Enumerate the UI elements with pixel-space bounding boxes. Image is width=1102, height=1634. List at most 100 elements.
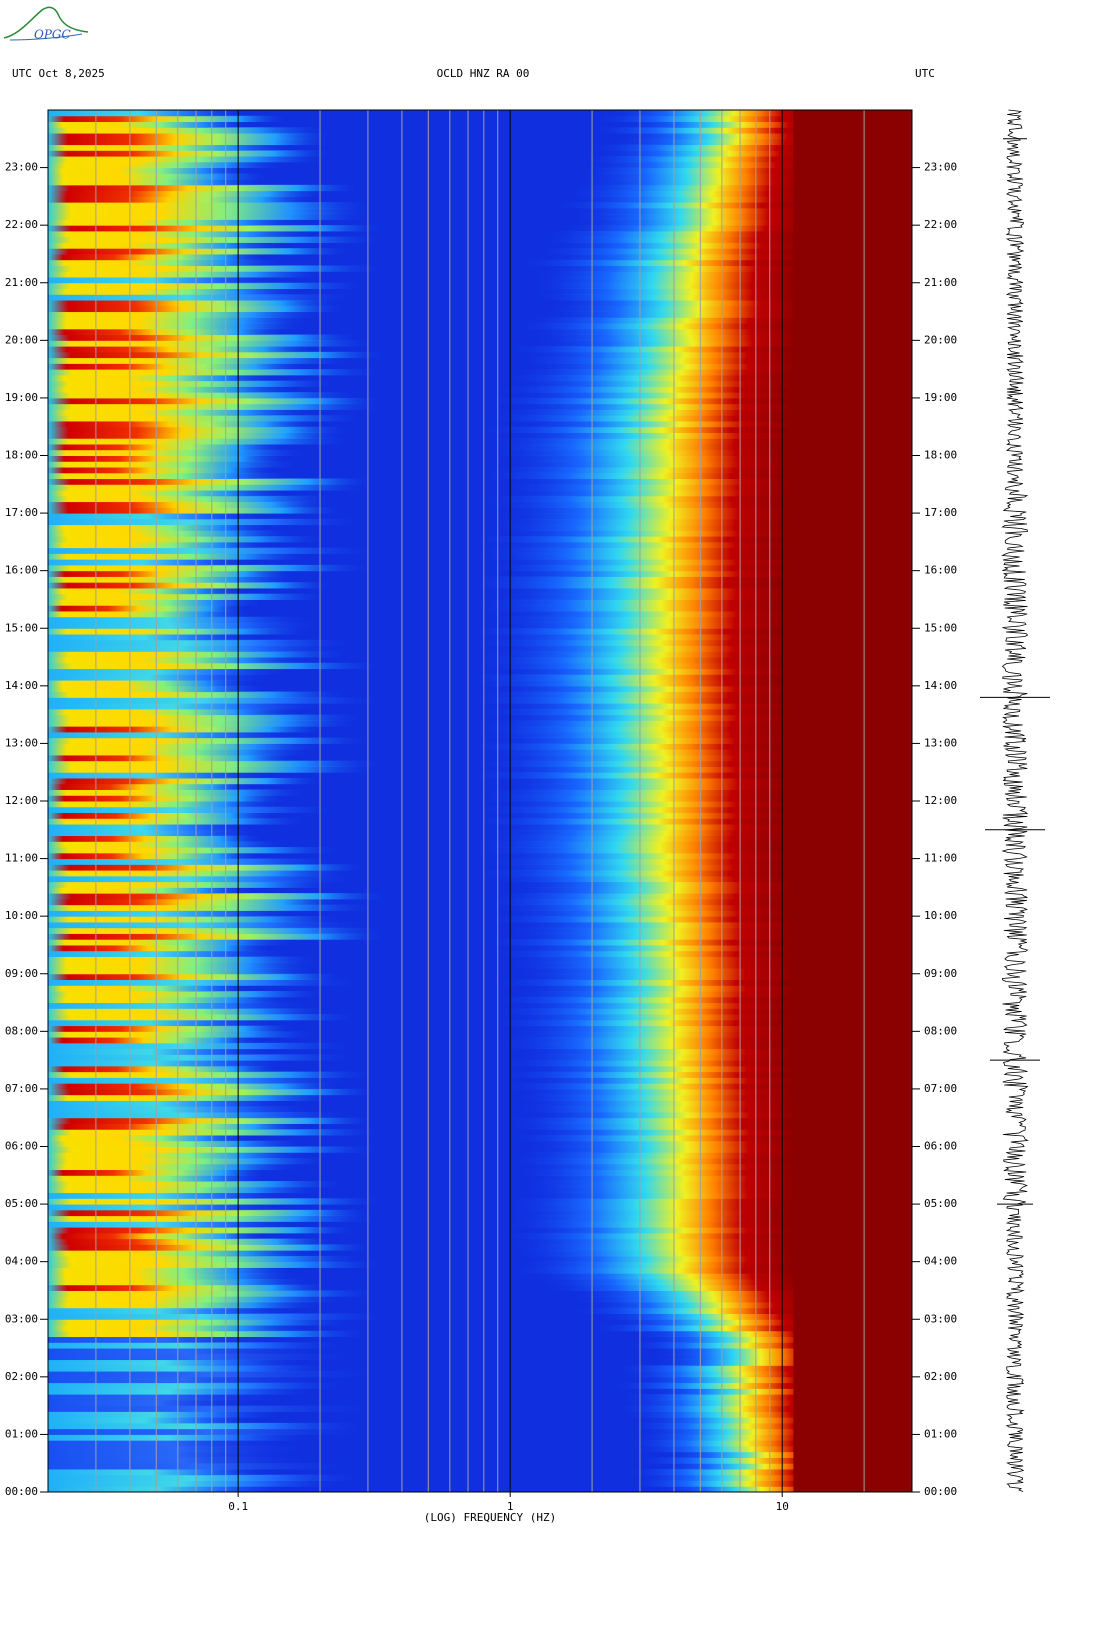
texture — [48, 1440, 293, 1447]
texture — [48, 576, 296, 583]
texture — [640, 1336, 912, 1343]
texture — [520, 259, 912, 266]
texture — [48, 1244, 373, 1251]
texture — [48, 1014, 358, 1021]
texture — [571, 1296, 912, 1303]
texture — [480, 795, 912, 802]
texture — [48, 1031, 315, 1038]
texture — [502, 1060, 912, 1067]
texture — [48, 818, 306, 825]
texture — [471, 680, 912, 687]
texture — [48, 202, 373, 209]
y-tick-label: 19:00 — [924, 391, 957, 404]
texture — [48, 1083, 340, 1090]
texture — [645, 1388, 912, 1395]
texture — [48, 1382, 346, 1389]
texture — [48, 374, 277, 382]
texture — [48, 749, 312, 756]
y-tick-label: 13:00 — [924, 736, 957, 749]
texture — [483, 858, 912, 865]
texture — [48, 1042, 356, 1050]
texture — [497, 409, 912, 416]
texture — [48, 1002, 310, 1009]
texture — [48, 1250, 315, 1257]
texture — [48, 939, 294, 946]
texture — [477, 847, 912, 854]
texture — [537, 248, 912, 255]
texture — [500, 910, 912, 917]
texture — [505, 432, 912, 439]
logo: OPGC — [3, 6, 89, 42]
texture — [492, 518, 912, 526]
texture — [506, 887, 912, 894]
texture — [48, 380, 337, 387]
texture — [48, 1181, 346, 1188]
texture — [478, 760, 912, 767]
texture — [650, 1359, 912, 1366]
texture — [624, 1399, 912, 1407]
texture — [481, 651, 912, 658]
texture — [48, 1451, 300, 1458]
texture — [48, 110, 250, 117]
texture — [48, 801, 281, 808]
texture — [499, 570, 912, 577]
texture — [48, 870, 350, 877]
texture — [503, 374, 912, 382]
texture — [48, 1457, 314, 1464]
texture — [515, 323, 912, 330]
x-tick-label: 1 — [507, 1500, 514, 1513]
texture — [522, 1077, 912, 1084]
texture — [48, 950, 289, 957]
texture — [490, 438, 912, 445]
y-tick-label: 15:00 — [924, 621, 957, 634]
texture — [48, 495, 334, 503]
texture — [48, 708, 303, 716]
texture — [48, 179, 264, 186]
texture — [491, 996, 912, 1004]
texture — [610, 138, 912, 146]
texture — [506, 478, 912, 485]
texture — [499, 1071, 912, 1078]
texture — [48, 783, 255, 790]
texture — [48, 328, 287, 336]
texture — [48, 311, 323, 318]
texture — [48, 1307, 292, 1314]
texture — [48, 461, 298, 468]
texture — [48, 1359, 304, 1366]
texture — [515, 1106, 912, 1113]
y-tick-label: 22:00 — [5, 218, 38, 231]
texture — [496, 610, 912, 618]
texture — [48, 1405, 381, 1412]
texture — [48, 1313, 388, 1320]
texture — [498, 777, 912, 785]
texture — [48, 714, 363, 721]
x-tick-label: 10 — [776, 1500, 789, 1513]
texture — [48, 737, 372, 744]
texture — [48, 858, 340, 865]
texture — [48, 207, 373, 215]
texture — [48, 973, 342, 981]
texture — [48, 754, 299, 762]
texture — [637, 1417, 912, 1424]
texture — [48, 432, 343, 439]
texture — [48, 472, 290, 480]
texture — [508, 1209, 912, 1217]
texture — [592, 1325, 912, 1332]
texture — [48, 766, 377, 773]
texture — [490, 737, 912, 744]
texture — [615, 1405, 912, 1412]
texture — [48, 150, 331, 157]
texture — [510, 921, 912, 929]
texture — [589, 161, 912, 169]
texture — [516, 1048, 912, 1055]
texture — [492, 766, 912, 773]
texture — [48, 1348, 328, 1355]
texture — [484, 916, 912, 923]
texture — [657, 1463, 912, 1470]
texture — [48, 806, 340, 814]
texture — [48, 219, 306, 226]
texture — [498, 484, 912, 491]
texture — [48, 1342, 346, 1349]
texture — [477, 841, 912, 848]
